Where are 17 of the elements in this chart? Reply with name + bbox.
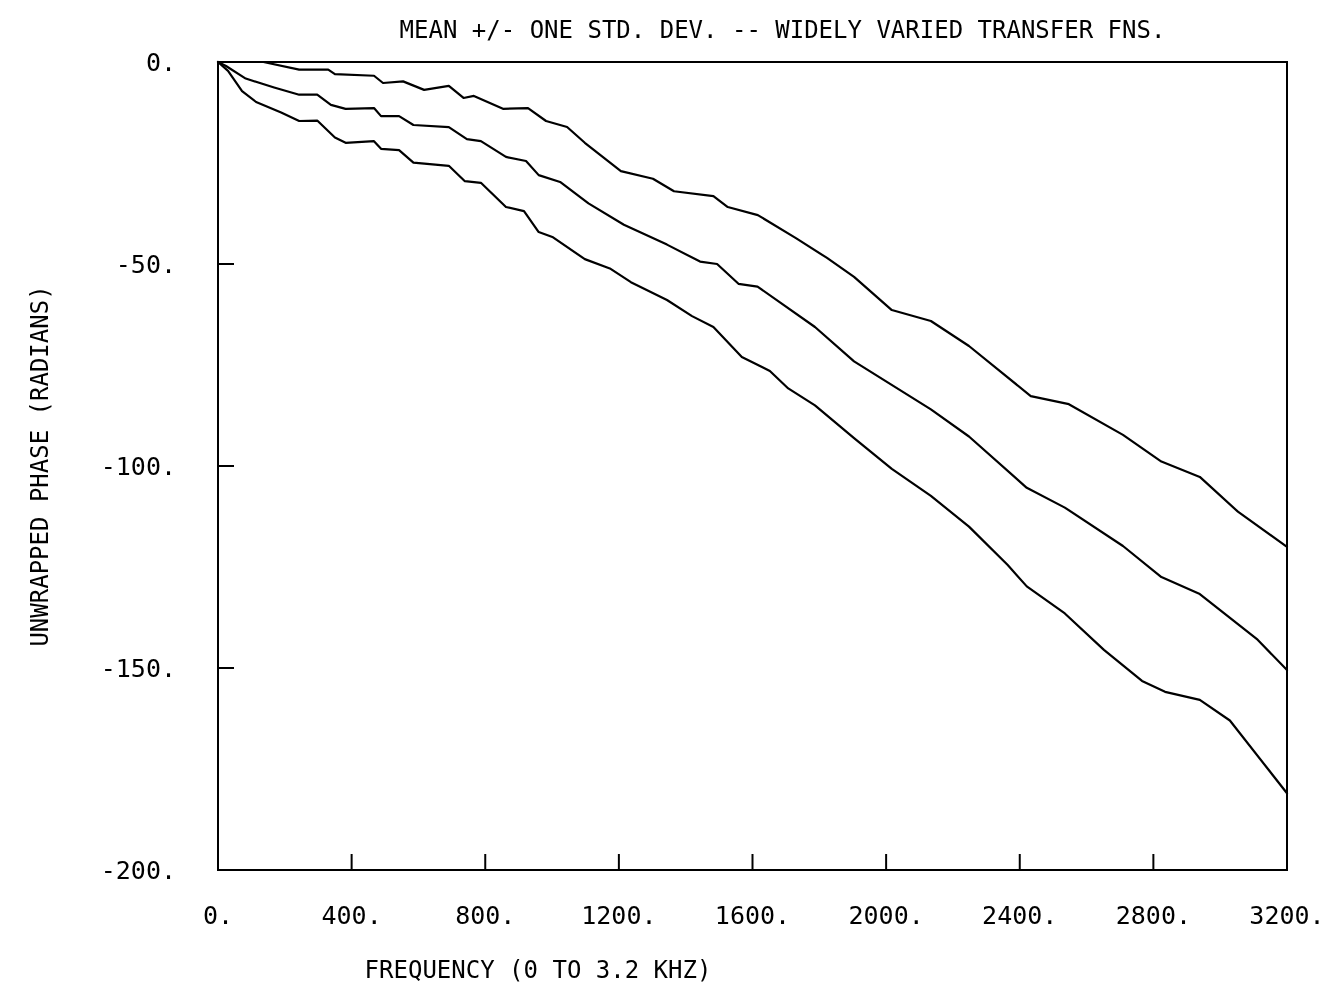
x-tick-label: 2400. [982,901,1058,930]
x-tick-label: 2800. [1115,901,1192,930]
x-axis-title: FREQUENCY (0 TO 3.2 KHZ) [364,956,712,984]
chart-title: MEAN +/- ONE STD. DEV. -- WIDELY VARIED TRANSFER FNS. [399,16,1166,44]
x-tick-label: 1600. [714,901,791,930]
x-tick-label: 1200. [581,901,657,930]
x-tick-label: 2000. [848,901,924,930]
x-tick-label: 800. [455,901,516,930]
y-tick-label: -200. [100,856,176,885]
x-tick-label: 400. [321,901,382,930]
x-tick-label: 0. [202,901,234,930]
y-axis-title: UNWRAPPED PHASE (RADIANS) [26,285,54,647]
y-tick-label: -50. [115,250,176,279]
y-tick-label: 0. [145,48,176,77]
y-tick-label: -100. [100,452,176,481]
x-tick-label: 3200. [1249,901,1325,930]
y-tick-label: -150. [100,654,176,683]
